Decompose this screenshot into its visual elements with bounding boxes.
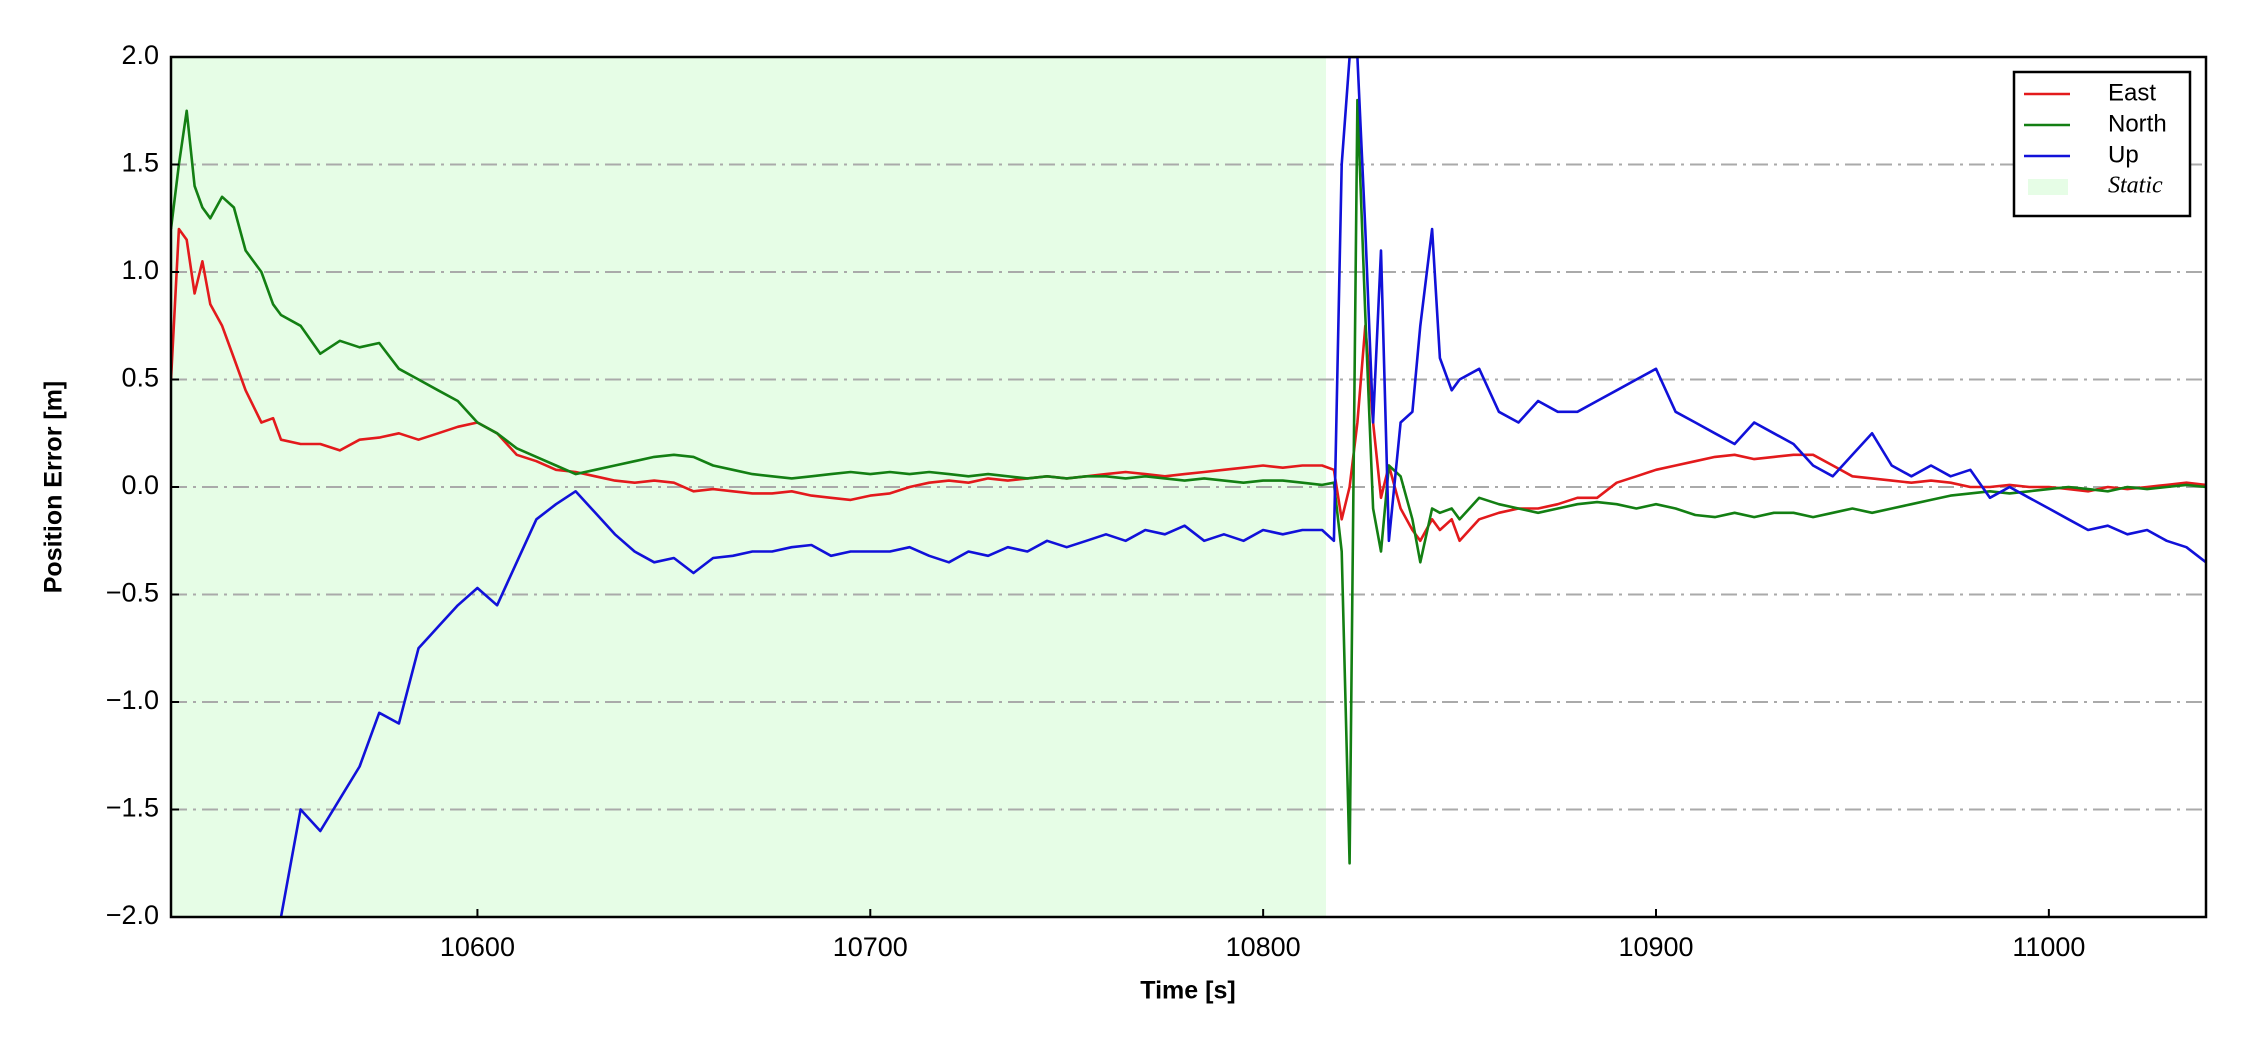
- y-tick-label: 1.0: [121, 255, 159, 285]
- y-tick-label: −0.5: [106, 578, 159, 608]
- x-tick-label: 11000: [2012, 932, 2085, 962]
- x-tick-label: 10700: [833, 932, 908, 962]
- legend-label: North: [2108, 110, 2167, 137]
- x-axis-label: Time [s]: [1140, 977, 1235, 1005]
- y-tick-label: −1.0: [106, 685, 159, 715]
- x-tick-label: 10900: [1618, 932, 1693, 962]
- ticks: −2.0 −1.5 −1.0 −0.5 0.0 0.5 1.0 1.5 2.0 10600 1070…: [106, 40, 2086, 962]
- y-tick-label: −2.0: [106, 900, 159, 930]
- legend: East North Up Static: [2012, 70, 2192, 218]
- y-tick-label: 0.0: [121, 470, 159, 500]
- x-tick-label: 10600: [440, 932, 515, 962]
- series-line: [171, 98, 2206, 865]
- legend-label: Static: [2108, 173, 2163, 199]
- x-tick-label: 10800: [1226, 932, 1301, 962]
- y-tick-label: −1.5: [106, 793, 159, 823]
- y-tick-label: 0.5: [121, 363, 159, 393]
- series-line: [279, 57, 2206, 917]
- legend-label: East: [2108, 79, 2156, 106]
- series-line: [171, 227, 2206, 543]
- y-axis-label: Position Error [m]: [40, 381, 68, 594]
- legend-swatch: [2028, 179, 2068, 195]
- plot-background: [171, 57, 1326, 917]
- legend-label: Up: [2108, 141, 2139, 168]
- y-tick-label: 1.5: [121, 148, 159, 178]
- static-region: [171, 57, 1326, 917]
- lines: [171, 57, 2206, 917]
- y-tick-label: 2.0: [121, 40, 159, 70]
